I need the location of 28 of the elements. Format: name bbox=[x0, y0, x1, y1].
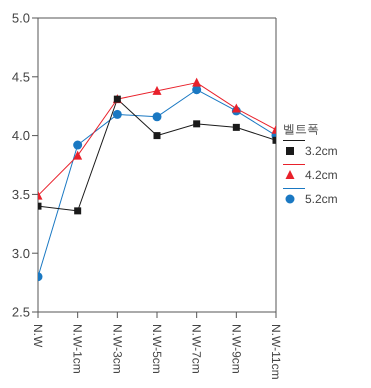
point bbox=[152, 112, 162, 122]
legend-label: 3.2cm bbox=[305, 144, 338, 158]
legend-label: 4.2cm bbox=[305, 168, 338, 182]
x-tick-label: N.W-11cm bbox=[269, 324, 283, 380]
point bbox=[232, 124, 240, 131]
point bbox=[73, 140, 82, 150]
y-tick-label: 3.0 bbox=[12, 246, 30, 261]
y-tick-label: 5.0 bbox=[12, 10, 30, 26]
point bbox=[112, 110, 122, 119]
point bbox=[73, 150, 82, 160]
y-tick-label: 3.5 bbox=[12, 187, 30, 202]
x-tick-label: N.W-3cm bbox=[110, 324, 124, 374]
x-tick-label: N.W-5cm bbox=[150, 324, 164, 374]
x-tick-label: N.W-7cm bbox=[190, 324, 204, 374]
y-tick-label: 2.5 bbox=[12, 304, 30, 320]
x-tick-label: N.W bbox=[31, 324, 45, 348]
x-tick-label: N.W-1cm bbox=[70, 324, 85, 374]
point bbox=[154, 132, 160, 140]
point bbox=[74, 207, 82, 214]
y-tick-label: 4.5 bbox=[12, 69, 30, 84]
x-tick-label: N.W-9cm bbox=[229, 324, 244, 374]
legend-label: 5.2cm bbox=[305, 192, 338, 206]
y-tick-label: 4.0 bbox=[12, 128, 30, 144]
legend-title: 벨트폭 bbox=[283, 120, 320, 138]
point bbox=[152, 86, 162, 95]
point bbox=[232, 104, 241, 113]
point bbox=[192, 78, 202, 87]
point bbox=[193, 120, 200, 128]
